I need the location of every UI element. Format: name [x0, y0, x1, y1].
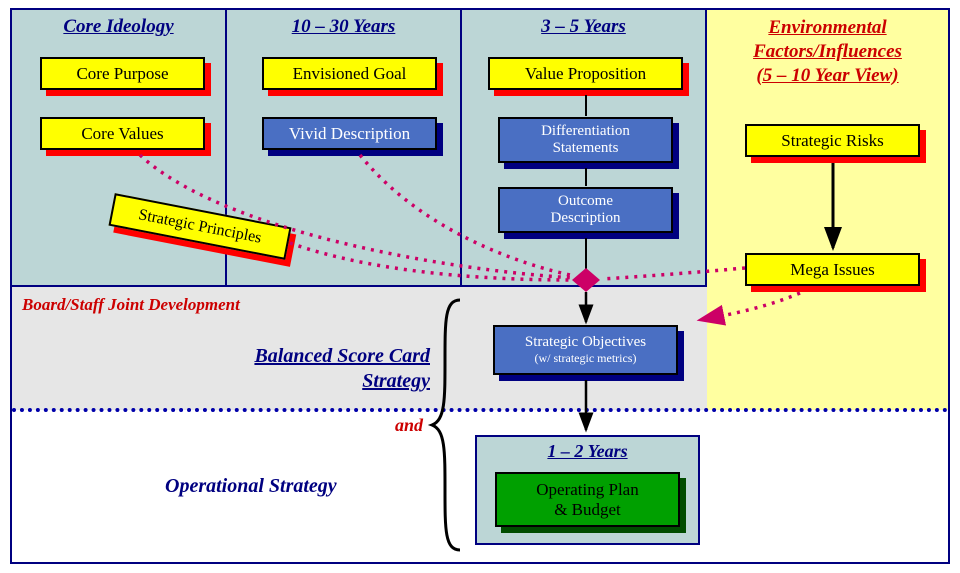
- strat-risks-text: Strategic Risks: [781, 131, 883, 151]
- header-10-30: 10 – 30 Years: [227, 10, 460, 38]
- op-plan-l1: Operating Plan: [536, 480, 638, 500]
- box-differentiation: Differentiation Statements: [498, 117, 673, 163]
- header-3-5: 3 – 5 Years: [462, 10, 705, 38]
- value-prop-text: Value Proposition: [525, 64, 646, 84]
- env-goal-text: Envisioned Goal: [293, 64, 407, 84]
- header-env: Environmental Factors/Influences (5 – 10…: [707, 10, 948, 87]
- core-values-text: Core Values: [81, 124, 163, 144]
- mega-issues-text: Mega Issues: [790, 260, 875, 280]
- env-line2: Factors/Influences: [753, 41, 902, 62]
- header-1-2-years: 1 – 2 Years: [477, 437, 698, 462]
- header-core-ideology: Core Ideology: [12, 10, 225, 38]
- core-purpose-text: Core Purpose: [76, 64, 168, 84]
- op-plan-l2: & Budget: [554, 500, 621, 520]
- box-outcome: Outcome Description: [498, 187, 673, 233]
- env-line3: (5 – 10 Year View): [756, 65, 898, 86]
- diff-l1: Differentiation: [541, 123, 630, 140]
- box-envisioned-goal: Envisioned Goal: [262, 57, 437, 90]
- outcome-l1: Outcome: [558, 193, 613, 210]
- bsc-l2: Strategy: [362, 370, 430, 392]
- label-op-strategy: Operational Strategy: [165, 475, 337, 498]
- outcome-l2: Description: [551, 210, 621, 227]
- diff-l2: Statements: [553, 140, 619, 157]
- col-environmental: Environmental Factors/Influences (5 – 10…: [707, 10, 948, 410]
- box-vivid-description: Vivid Description: [262, 117, 437, 150]
- env-line1: Environmental: [768, 17, 886, 38]
- bsc-l1: Balanced Score Card: [254, 345, 430, 367]
- box-core-purpose: Core Purpose: [40, 57, 205, 90]
- label-and: and: [395, 415, 423, 436]
- vivid-desc-text: Vivid Description: [289, 124, 410, 144]
- blue-dotted-separator: [12, 408, 948, 412]
- label-board-staff: Board/Staff Joint Development: [22, 295, 240, 315]
- box-mega-issues: Mega Issues: [745, 253, 920, 286]
- box-value-proposition: Value Proposition: [488, 57, 683, 90]
- box-core-values: Core Values: [40, 117, 205, 150]
- label-bsc: Balanced Score Card Strategy: [175, 344, 430, 394]
- box-strategic-objectives: Strategic Objectives (w/ strategic metri…: [493, 325, 678, 375]
- strat-obj-l2: (w/ strategic metrics): [535, 352, 637, 366]
- box-strategic-risks: Strategic Risks: [745, 124, 920, 157]
- strat-obj-l1: Strategic Objectives: [525, 334, 646, 351]
- box-operating-plan: Operating Plan & Budget: [495, 472, 680, 527]
